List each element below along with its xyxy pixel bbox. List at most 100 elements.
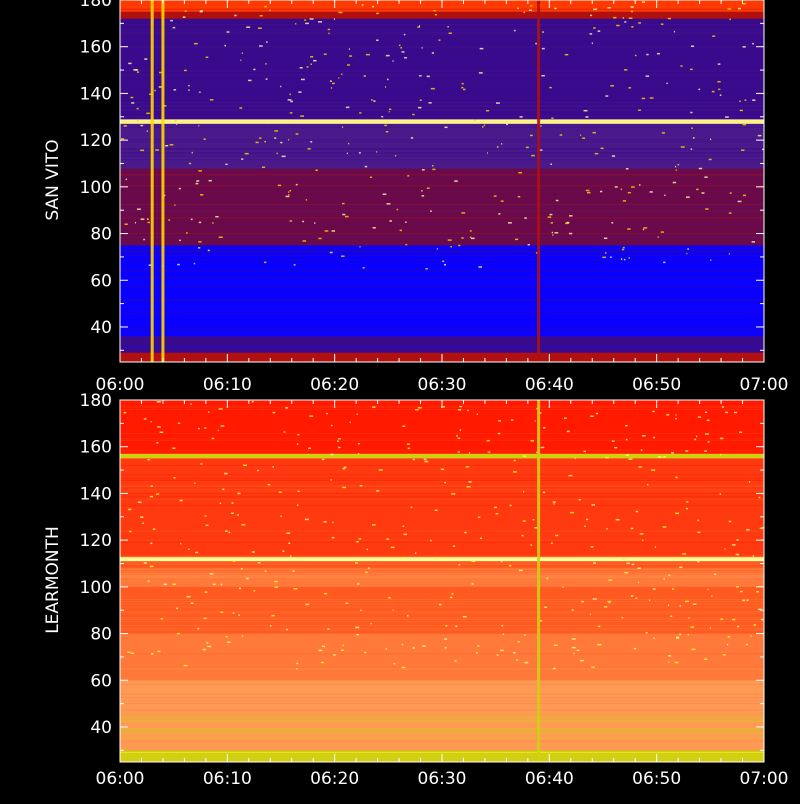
speckle	[486, 152, 488, 154]
speckle	[729, 192, 732, 194]
speckle	[194, 482, 196, 484]
texture-line	[120, 618, 764, 620]
speckle	[666, 414, 670, 416]
speckle	[330, 424, 333, 427]
speckle	[631, 26, 634, 28]
speckle	[341, 126, 344, 128]
speckle	[675, 169, 677, 171]
speckle	[182, 16, 186, 18]
speckle	[401, 51, 405, 53]
speckle	[628, 458, 633, 461]
speckle	[657, 236, 659, 238]
burst-line	[537, 400, 541, 762]
texture-line	[120, 488, 764, 490]
speckle	[600, 147, 604, 150]
speckle	[125, 178, 128, 181]
speckle	[570, 511, 574, 514]
texture-line	[120, 259, 764, 261]
speckle	[152, 528, 156, 530]
texture-line	[120, 479, 764, 481]
speckle	[176, 632, 180, 635]
speckle	[499, 649, 504, 652]
speckle	[190, 403, 192, 405]
texture-line	[120, 286, 764, 288]
speckle	[211, 437, 215, 440]
speckle	[746, 599, 749, 601]
speckle	[253, 68, 256, 71]
texture-line	[120, 486, 764, 487]
speckle	[452, 545, 456, 547]
speckle	[461, 237, 464, 239]
speckle	[134, 221, 137, 224]
speckle	[538, 412, 542, 414]
speckle	[341, 255, 345, 257]
texture-line	[120, 211, 764, 213]
speckle	[419, 99, 422, 101]
speckle	[525, 146, 529, 149]
speckle	[128, 62, 132, 65]
speckle	[498, 213, 501, 215]
texture-line	[120, 319, 764, 320]
speckle	[264, 140, 267, 143]
speckle	[130, 652, 135, 655]
texture-line	[120, 715, 764, 717]
speckle	[695, 435, 698, 438]
speckle	[687, 633, 689, 636]
texture-line	[120, 742, 764, 744]
speckle	[562, 586, 564, 588]
speckle	[450, 596, 453, 599]
speckle	[376, 12, 379, 15]
speckle	[159, 431, 164, 433]
speckle	[173, 89, 177, 91]
texture-line	[120, 744, 764, 746]
texture-line	[120, 628, 764, 630]
speckle	[550, 542, 553, 544]
speckle	[643, 227, 648, 229]
speckle	[266, 41, 268, 43]
speckle	[462, 615, 467, 618]
speckle	[329, 251, 333, 254]
speckle	[625, 167, 629, 170]
speckle	[500, 560, 503, 563]
speckle	[441, 406, 445, 408]
speckle	[131, 102, 135, 104]
speckle	[355, 626, 360, 629]
speckle	[268, 121, 270, 124]
speckle	[293, 264, 296, 266]
texture-line	[120, 497, 764, 499]
speckle	[333, 654, 336, 656]
speckle	[640, 449, 643, 451]
speckle	[751, 241, 756, 243]
speckle	[604, 252, 607, 254]
speckle	[495, 512, 499, 515]
speckle	[649, 191, 653, 193]
speckle	[705, 208, 709, 210]
texture-line	[120, 312, 764, 314]
speckle	[742, 599, 746, 602]
speckle	[731, 544, 736, 546]
burst-line	[537, 0, 541, 362]
speckle	[599, 190, 603, 193]
speckle	[404, 56, 407, 59]
y-tick-label: 160	[80, 438, 112, 458]
speckle	[393, 663, 396, 665]
speckle	[240, 59, 242, 62]
speckle	[357, 452, 360, 455]
intensity-band	[120, 586, 764, 634]
texture-line	[120, 634, 764, 636]
texture-line	[120, 621, 764, 623]
texture-line	[120, 449, 764, 451]
speckle	[323, 53, 327, 55]
texture-line	[120, 700, 764, 702]
speckle	[231, 512, 234, 514]
speckle	[672, 181, 677, 184]
speckle	[333, 18, 335, 20]
speckle	[372, 227, 376, 229]
speckle	[208, 411, 210, 413]
texture-line	[120, 571, 764, 573]
texture-line	[120, 270, 764, 272]
speckle	[289, 220, 293, 222]
texture-line	[120, 746, 764, 748]
speckle	[388, 110, 390, 113]
speckle	[140, 149, 145, 152]
